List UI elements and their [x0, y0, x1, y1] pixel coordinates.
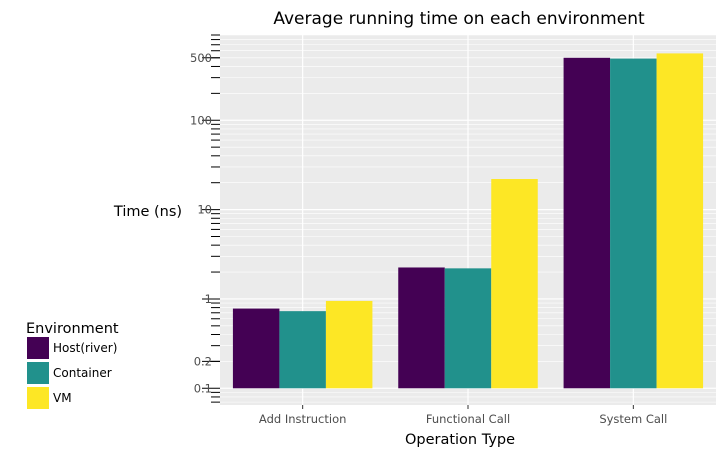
legend-label: Host(river) [53, 341, 117, 355]
chart-title: Average running time on each environment [273, 9, 645, 29]
bar [325, 300, 373, 389]
legend-swatch [27, 362, 49, 384]
bar [232, 308, 280, 389]
legend-label: VM [53, 391, 72, 405]
bar [656, 53, 704, 389]
legend-label: Container [53, 366, 112, 380]
bar [279, 311, 326, 389]
x-axis-title: Operation Type [405, 432, 515, 448]
legend-swatch [27, 387, 49, 409]
legend: Environment Host(river) Container VM [26, 321, 119, 409]
x-tick-label: System Call [599, 412, 667, 426]
x-tick-label: Functional Call [426, 412, 510, 426]
bars [232, 53, 704, 389]
bar [398, 267, 445, 389]
x-tick-label: Add Instruction [259, 412, 346, 426]
y-tick-label: 1 [205, 292, 212, 306]
y-tick-label: 100 [190, 113, 212, 127]
legend-title: Environment [26, 321, 119, 337]
x-axis: Add Instruction Functional Call System Cal… [259, 405, 667, 426]
y-tick-label: 10 [197, 203, 212, 217]
y-axis-title: Time (ns) [113, 204, 182, 220]
y-axis: 0.1 0.2 1 10 100 500 [190, 34, 220, 403]
y-tick-label: 0.1 [194, 381, 212, 395]
y-tick-label: 500 [190, 51, 212, 65]
bar [444, 268, 492, 389]
legend-swatch [27, 337, 49, 359]
bar [610, 58, 657, 389]
bar [563, 57, 611, 389]
bar [491, 179, 538, 389]
y-tick-label: 0.2 [194, 354, 212, 368]
